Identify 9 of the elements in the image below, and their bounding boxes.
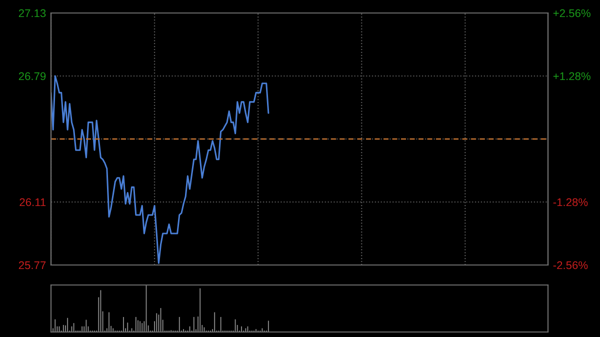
y2-tick-label: +1.28% (553, 72, 590, 80)
y-tick-label: 26.11 (20, 198, 46, 206)
y-tick-label: 25.77 (18, 261, 46, 270)
line-series (51, 75, 270, 264)
y-tick-label: 26.79 (18, 72, 46, 80)
y2-tick-label: -1.28% (553, 198, 588, 206)
y2-tick-label: -2.56% (553, 261, 588, 270)
y-tick-label: 27.13 (18, 9, 46, 18)
y2-tick-label: +2.56% (553, 9, 590, 18)
